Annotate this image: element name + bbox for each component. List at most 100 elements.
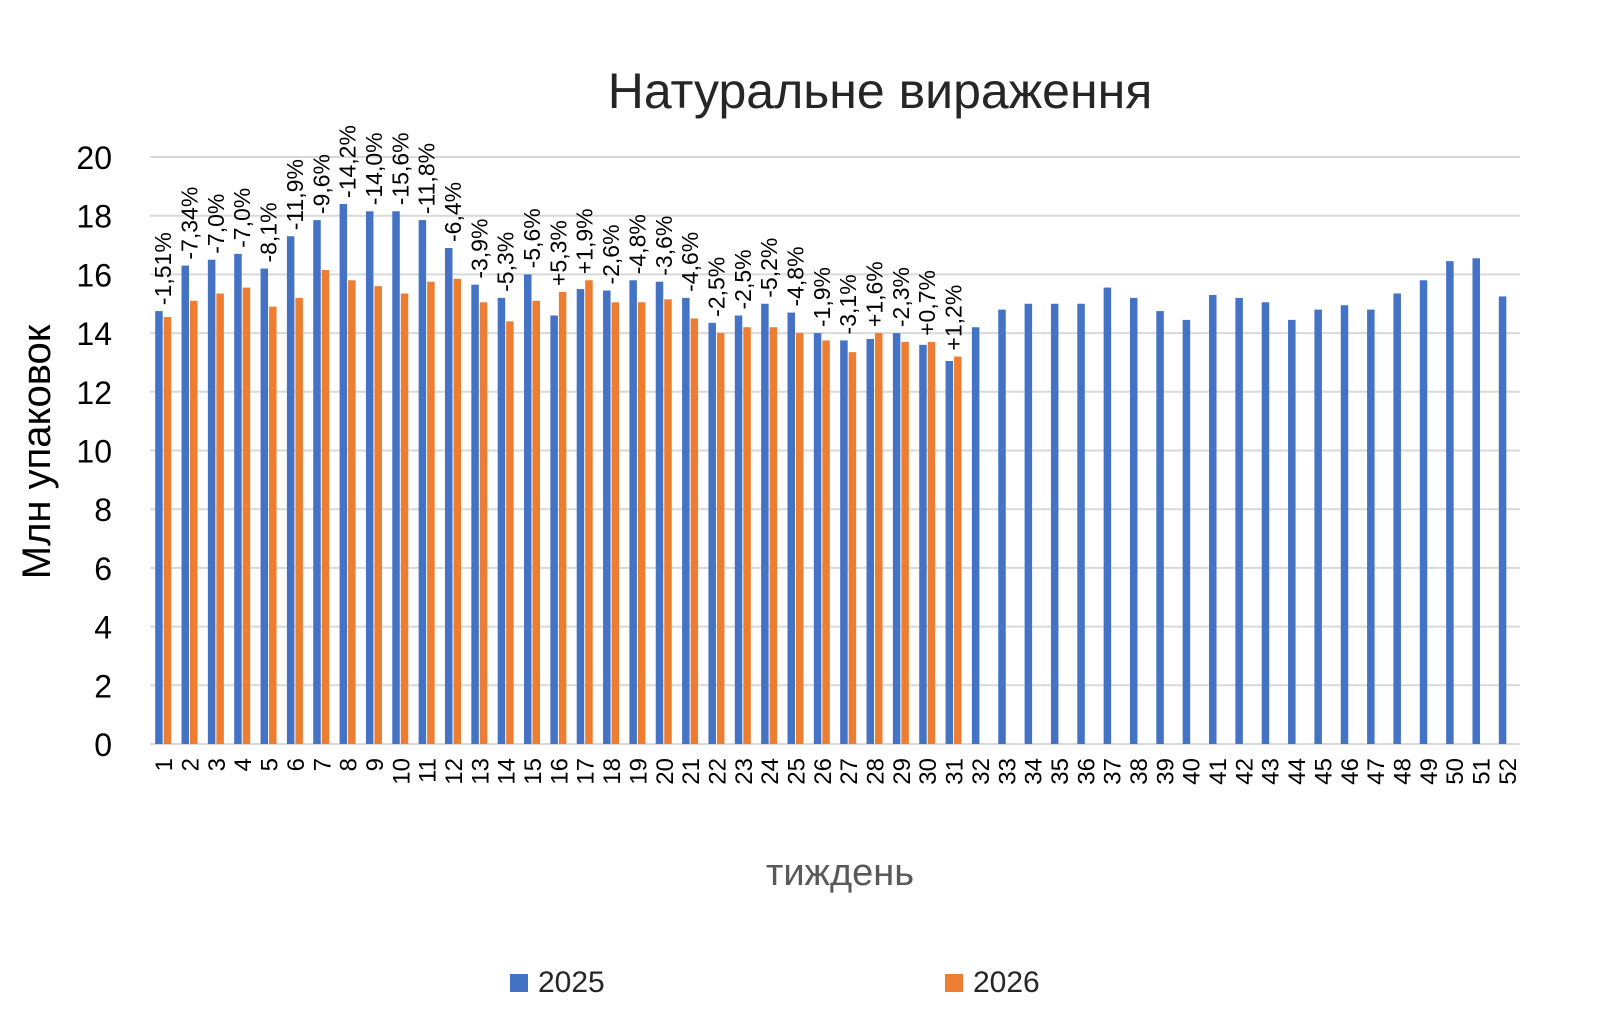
x-tick-label: 13 <box>467 758 494 785</box>
data-label: +1,9% <box>572 208 598 274</box>
bar-2025 <box>682 297 690 744</box>
bar-2025 <box>945 360 954 744</box>
y-tick-label: 4 <box>94 610 112 646</box>
bar-2026 <box>163 316 172 744</box>
bar-2025 <box>1498 296 1507 744</box>
y-tick-label: 0 <box>94 727 112 763</box>
bar-2025 <box>840 340 848 744</box>
x-tick-label: 51 <box>1468 758 1495 785</box>
x-tick-label: 44 <box>1284 758 1311 785</box>
bar-2025 <box>1314 309 1322 744</box>
bar-2025 <box>1472 258 1480 744</box>
x-tick-label: 7 <box>309 758 336 771</box>
y-tick-label: 18 <box>76 199 112 235</box>
x-tick-label: 6 <box>283 758 310 771</box>
y-tick-label: 8 <box>94 492 112 528</box>
bar-2025 <box>1077 303 1085 744</box>
bar-2025 <box>892 333 901 744</box>
data-label: -7,0% <box>203 194 229 254</box>
x-tick-label: 16 <box>546 758 573 785</box>
legend-label: 2026 <box>973 966 1040 999</box>
bar-2026 <box>769 327 778 744</box>
bar-2025 <box>260 268 269 744</box>
x-tick-label: 27 <box>836 758 863 785</box>
bar-2025 <box>1446 261 1454 744</box>
data-label: -2,6% <box>598 224 624 284</box>
data-label: -14,0% <box>361 132 387 205</box>
data-label: -7,34% <box>177 187 203 260</box>
x-tick-label: 8 <box>336 758 363 771</box>
data-label: -7,0% <box>229 188 255 248</box>
bar-2025 <box>181 265 190 744</box>
x-tick-label: 32 <box>968 758 995 785</box>
bar-2026 <box>822 340 830 744</box>
bar-2025 <box>339 203 348 744</box>
bar-2026 <box>927 341 936 744</box>
bar-2026 <box>795 333 804 744</box>
x-tick-label: 35 <box>1047 758 1074 785</box>
x-tick-label: 5 <box>257 758 284 771</box>
bar-2025 <box>1129 297 1138 744</box>
x-tick-label: 1 <box>151 758 178 771</box>
bar-2025 <box>1261 302 1270 744</box>
bar-2025 <box>1393 293 1401 744</box>
bar-2026 <box>453 278 461 744</box>
x-tick-label: 39 <box>1152 758 1179 785</box>
x-tick-label: 11 <box>415 758 442 783</box>
x-tick-label: 23 <box>731 758 758 785</box>
bar-2025 <box>813 333 822 744</box>
data-label: -6,4% <box>440 182 466 242</box>
x-tick-label: 20 <box>652 758 679 785</box>
data-label: +1,6% <box>862 261 888 327</box>
bar-2025 <box>550 315 558 744</box>
bar-2026 <box>875 333 883 744</box>
x-tick-label: 30 <box>915 758 942 785</box>
data-label: -1,9% <box>809 267 835 327</box>
y-axis-label: Млн упаковок <box>15 324 59 579</box>
bar-2025 <box>603 290 611 744</box>
bar-2025 <box>365 211 374 745</box>
data-label: +5,3% <box>545 220 571 286</box>
x-tick-label: 4 <box>230 758 257 771</box>
bar-2026 <box>216 293 224 744</box>
bar-2025 <box>1024 303 1033 744</box>
x-tick-label: 43 <box>1258 758 1285 785</box>
y-tick-label: 16 <box>76 257 112 293</box>
bar-2026 <box>690 318 699 744</box>
data-label: -9,6% <box>308 154 334 214</box>
bar-2025 <box>313 220 321 745</box>
bar-2025 <box>708 322 716 744</box>
bar-2026 <box>479 302 488 744</box>
y-tick-label: 14 <box>76 316 112 352</box>
x-tick-label: 41 <box>1205 758 1232 785</box>
bar-2026 <box>611 302 620 744</box>
data-label: -3,6% <box>651 216 677 276</box>
bar-2025 <box>998 309 1006 744</box>
bar-2025 <box>497 297 506 744</box>
x-tick-label: 2 <box>178 758 205 771</box>
y-tick-label: 10 <box>76 434 112 470</box>
data-label: -11,8% <box>414 143 440 214</box>
bar-2025 <box>418 220 427 745</box>
bar-2025 <box>1209 294 1217 744</box>
x-tick-label: 34 <box>1021 758 1048 785</box>
bar-2026 <box>374 286 382 744</box>
data-label: -15,6% <box>387 132 413 205</box>
x-tick-label: 38 <box>1126 758 1153 785</box>
bar-2025 <box>1419 280 1428 744</box>
data-labels: -1,51%-7,34% -7,0% -7,0% -8,1%-11,9% -9,6% -1… <box>150 125 966 350</box>
bar-2025 <box>1050 303 1059 744</box>
bar-2025 <box>155 311 163 744</box>
bar-2025 <box>761 303 769 744</box>
bar-2026 <box>532 300 541 744</box>
bar-2025 <box>1235 297 1243 744</box>
x-tick-label: 25 <box>783 758 810 785</box>
x-tick-label: 19 <box>625 758 652 785</box>
data-label: +1,2% <box>941 285 967 351</box>
bar-2026 <box>585 280 593 744</box>
data-label: -2,3% <box>888 267 914 327</box>
data-label: -3,1% <box>835 274 861 334</box>
bar-2025 <box>1103 287 1112 744</box>
